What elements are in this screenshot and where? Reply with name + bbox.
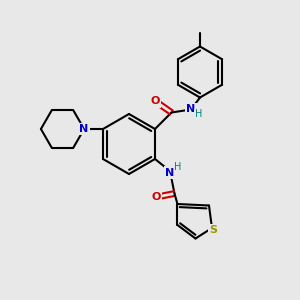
Text: H: H: [195, 109, 202, 119]
Text: O: O: [150, 96, 160, 106]
Text: N: N: [186, 104, 196, 114]
Text: H: H: [174, 162, 182, 172]
Text: N: N: [80, 124, 89, 134]
Text: N: N: [165, 167, 175, 178]
Text: O: O: [152, 191, 161, 202]
Text: S: S: [209, 225, 217, 236]
